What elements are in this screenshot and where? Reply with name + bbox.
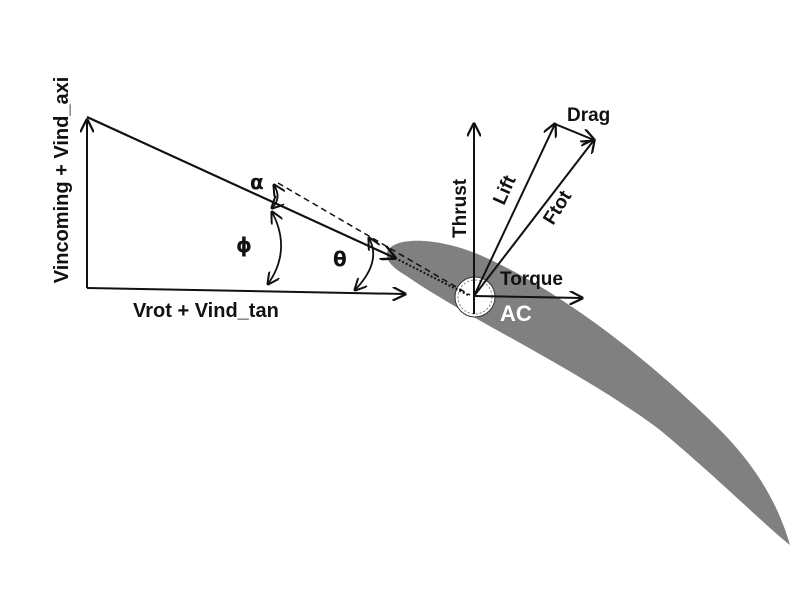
drag-arrow xyxy=(554,123,594,140)
airfoil-shape xyxy=(386,240,790,545)
torque-arrow xyxy=(473,296,582,298)
chord-line-dashed xyxy=(277,182,471,296)
thrust-label: Thrust xyxy=(450,178,471,238)
alpha-label: α xyxy=(250,170,264,194)
torque-label: Torque xyxy=(500,269,563,290)
relative-velocity-line xyxy=(86,115,395,258)
ftot-arrow xyxy=(473,140,594,297)
phi-angle-arc xyxy=(268,212,281,284)
theta-label: θ xyxy=(333,247,347,271)
ftot-label: Ftot xyxy=(539,187,576,229)
lift-arrow xyxy=(473,124,555,297)
horizontal-velocity-arrow xyxy=(86,288,405,294)
drag-label: Drag xyxy=(567,105,610,126)
ac-label: AC xyxy=(500,301,532,326)
theta-angle-arc xyxy=(355,238,373,290)
vertical-velocity-label: Vincoming + Vind_axi xyxy=(51,77,73,284)
alpha-angle-arc xyxy=(272,185,278,208)
phi-label: ϕ xyxy=(236,233,252,257)
horizontal-velocity-label: Vrot + Vind_tan xyxy=(133,300,279,322)
lift-label: Lift xyxy=(489,172,520,208)
